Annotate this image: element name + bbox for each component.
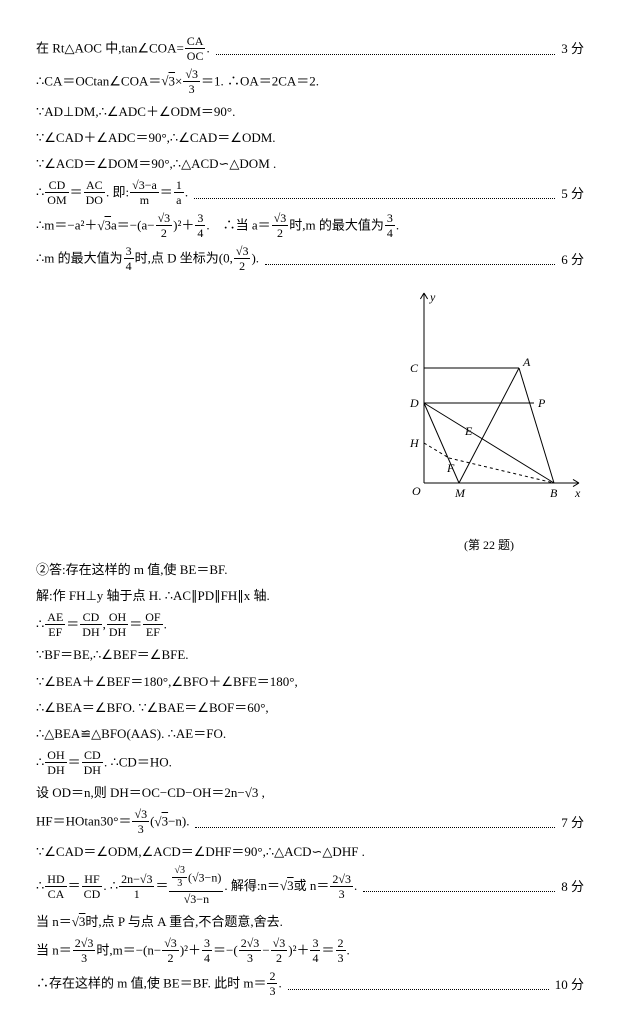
line: 当 n＝2√33时,m＝−(n−√32)²＋34＝−(2√33−√32)²＋34… bbox=[36, 938, 584, 965]
line: ∴CDOM＝ACDO. 即:√3−am＝1a. 5 分 bbox=[36, 180, 584, 207]
score: 10 分 bbox=[555, 975, 584, 995]
line: ∵∠ACD＝∠DOM＝90°,∴△ACD∽△DOM . bbox=[36, 154, 584, 174]
svg-text:H: H bbox=[409, 436, 420, 450]
line: ∴△BEA≌△BFO(AAS). ∴AE＝FO. bbox=[36, 724, 584, 744]
score: 3 分 bbox=[561, 39, 584, 59]
line: ∵∠CAD＋∠ADC＝90°,∴∠CAD＝∠ODM. bbox=[36, 128, 584, 148]
score: 6 分 bbox=[561, 250, 584, 270]
svg-text:A: A bbox=[522, 355, 531, 369]
dot-leader bbox=[195, 818, 555, 828]
line: ∴AEEF＝CDDH,OHDH＝OFEF. bbox=[36, 612, 584, 639]
line: 当 n＝3时,点 P 与点 A 重合,不合题意,舍去. bbox=[36, 912, 584, 932]
svg-text:D: D bbox=[409, 396, 419, 410]
text: 在 Rt△AOC 中,tan∠COA=CAOC. bbox=[36, 36, 210, 63]
line: 设 OD＝n,则 DH＝OC−CD−OH＝2n−√3 , bbox=[36, 783, 584, 803]
score: 5 分 bbox=[561, 184, 584, 204]
line: ∴CA＝OCtan∠COA＝3×√33＝1. ∴OA＝2CA＝2. bbox=[36, 69, 584, 96]
svg-text:E: E bbox=[464, 424, 473, 438]
dot-leader bbox=[265, 255, 555, 265]
solution-body: 在 Rt△AOC 中,tan∠COA=CAOC. 3 分 ∴CA＝OCtan∠C… bbox=[36, 36, 584, 998]
svg-text:P: P bbox=[537, 396, 546, 410]
text: HF＝HOtan30°＝√33(3−n). bbox=[36, 809, 189, 836]
line: 在 Rt△AOC 中,tan∠COA=CAOC. 3 分 bbox=[36, 36, 584, 63]
figure-caption: (第 22 题) bbox=[394, 536, 584, 555]
score: 7 分 bbox=[561, 813, 584, 833]
text: ∴HDCA＝HFCD. ∴2n−√31＝√33(√3−n)√3−n. 解得:n＝… bbox=[36, 868, 357, 906]
line: ∵∠BEA＋∠BEF＝180°,∠BFO＋∠BFE＝180°, bbox=[36, 672, 584, 692]
svg-text:y: y bbox=[429, 290, 436, 304]
line: ∴存在这样的 m 值,使 BE＝BF. 此时 m＝23. 10 分 bbox=[36, 971, 584, 998]
text: ∴CDOM＝ACDO. 即:√3−am＝1a. bbox=[36, 180, 188, 207]
dot-leader bbox=[288, 980, 549, 990]
score: 8 分 bbox=[561, 877, 584, 897]
line: ∵AD⊥DM,∴∠ADC＋∠ODM＝90°. bbox=[36, 102, 584, 122]
line: ∴m＝−a²＋3a＝−(a−√32)²＋34. ∴当 a＝√32时,m 的最大值… bbox=[36, 213, 584, 240]
text: ∴m 的最大值为34时,点 D 坐标为(0,√32). bbox=[36, 246, 259, 273]
svg-text:B: B bbox=[550, 486, 558, 500]
svg-text:M: M bbox=[454, 486, 466, 500]
svg-text:F: F bbox=[446, 461, 455, 475]
figure: y x O C A D P E H FM B (第 22 题) bbox=[394, 283, 584, 554]
line: 解:作 FH⊥y 轴于点 H. ∴AC∥PD∥FH∥x 轴. bbox=[36, 586, 584, 606]
dot-leader bbox=[363, 882, 555, 892]
svg-text:C: C bbox=[410, 361, 419, 375]
line: ∴OHDH＝CDDH. ∴CD＝HO. bbox=[36, 750, 584, 777]
diagram-svg: y x O C A D P E H FM B bbox=[394, 283, 584, 523]
line: ②答:存在这样的 m 值,使 BE＝BF. bbox=[36, 560, 584, 580]
line: HF＝HOtan30°＝√33(3−n). 7 分 bbox=[36, 809, 584, 836]
line: ∵∠CAD＝∠ODM,∠ACD＝∠DHF＝90°,∴△ACD∽△DHF . bbox=[36, 842, 584, 862]
line: ∴∠BEA＝∠BFO. ∵∠BAE＝∠BOF＝60°, bbox=[36, 698, 584, 718]
text: ∴存在这样的 m 值,使 BE＝BF. 此时 m＝23. bbox=[36, 971, 282, 998]
dot-leader bbox=[194, 189, 555, 199]
line: ∴HDCA＝HFCD. ∴2n−√31＝√33(√3−n)√3−n. 解得:n＝… bbox=[36, 868, 584, 906]
line: ∴m 的最大值为34时,点 D 坐标为(0,√32). 6 分 bbox=[36, 246, 584, 273]
line: ∵BF＝BE,∴∠BEF＝∠BFE. bbox=[36, 645, 584, 665]
dot-leader bbox=[216, 44, 556, 54]
svg-text:O: O bbox=[412, 484, 421, 498]
svg-text:x: x bbox=[574, 486, 581, 500]
